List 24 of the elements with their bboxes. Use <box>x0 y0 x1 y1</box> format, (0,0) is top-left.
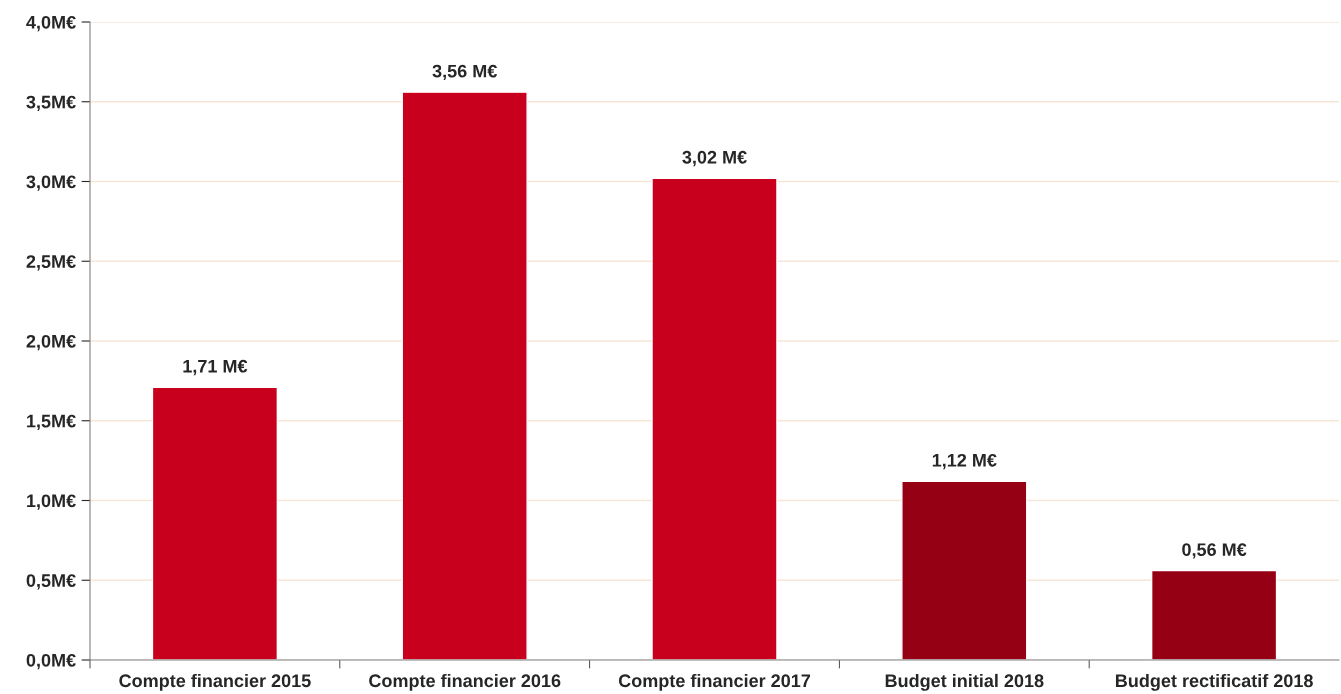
bar <box>401 91 528 660</box>
y-tick-label: 2,0M€ <box>26 334 76 351</box>
data-label: 3,02 M€ <box>682 150 747 167</box>
x-tick-label: Compte financier 2015 <box>119 673 311 691</box>
y-tick-label: 0,5M€ <box>26 574 76 590</box>
bar <box>651 177 778 660</box>
x-tick-label: Compte financier 2017 <box>618 673 811 691</box>
x-tick-label: Compte financier 2016 <box>369 673 561 691</box>
y-tick-label: 2,5M€ <box>26 255 76 271</box>
y-tick-label: 3,5M€ <box>26 95 76 112</box>
y-tick-label: 1,5M€ <box>27 414 76 431</box>
x-tick-label: Budget initial 2018 <box>885 673 1044 691</box>
bar <box>1150 569 1278 660</box>
bar <box>151 386 279 660</box>
data-label: 1,71 M€ <box>183 359 248 376</box>
y-tick-label: 0,0M€ <box>26 653 76 670</box>
x-tick-label: Budget rectificatif 2018 <box>1115 673 1313 691</box>
y-tick-label: 1,0M€ <box>27 494 76 510</box>
y-tick-label: 4,0M€ <box>26 15 76 32</box>
data-label: 0,56 M€ <box>1182 543 1247 559</box>
y-tick-label: 3,0M€ <box>26 175 76 191</box>
data-label: 1,12 M€ <box>932 453 997 470</box>
bar <box>901 480 1028 660</box>
data-label: 3,56 M€ <box>432 64 498 81</box>
